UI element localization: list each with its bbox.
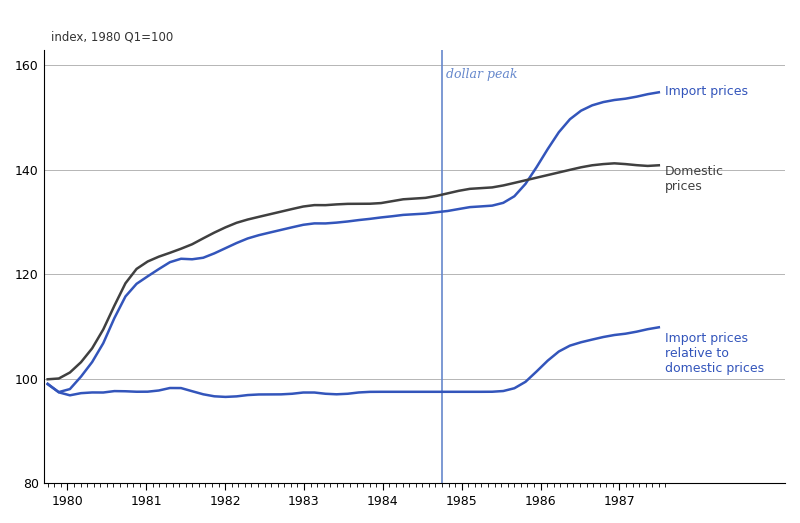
Text: index, 1980 Q1=100: index, 1980 Q1=100 [51, 30, 174, 43]
Text: Import prices: Import prices [665, 85, 748, 98]
Text: dollar peak: dollar peak [446, 68, 518, 81]
Text: Domestic
prices: Domestic prices [665, 165, 724, 192]
Text: Import prices
relative to
domestic prices: Import prices relative to domestic price… [665, 332, 764, 375]
